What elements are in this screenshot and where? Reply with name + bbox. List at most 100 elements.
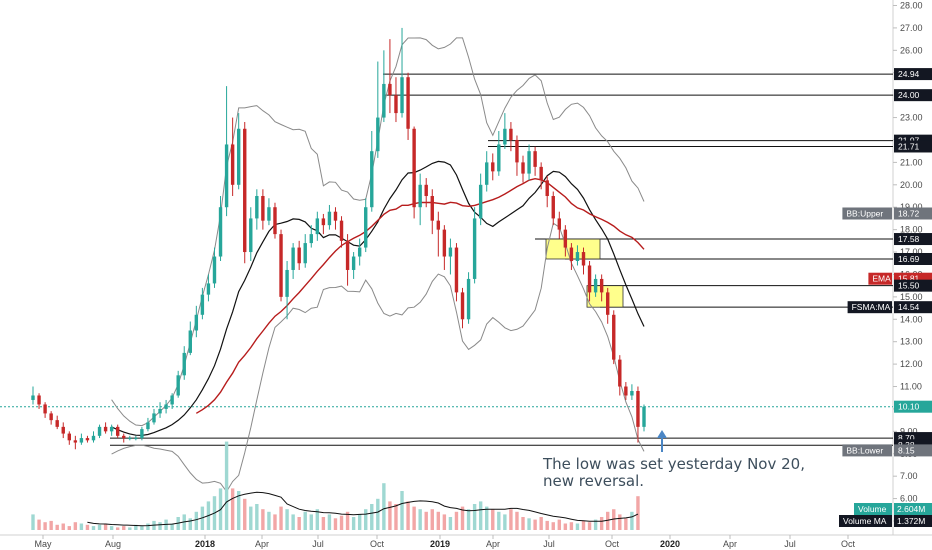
candle-body (618, 359, 622, 387)
y-tick-label: 23.00 (900, 113, 923, 123)
candle-body (67, 433, 71, 441)
candle-body (285, 269, 289, 297)
volume-bar (309, 514, 313, 530)
volume-bar (569, 522, 574, 530)
volume-tag-value: 1.372M (897, 516, 925, 526)
candle-body (509, 128, 513, 140)
x-tick-label: Jul (784, 539, 796, 549)
highlight-box (586, 285, 624, 308)
candle-body (182, 352, 186, 376)
x-tick-label: Jul (543, 539, 555, 549)
volume-bar (509, 509, 513, 530)
candle-body (115, 426, 120, 436)
volume-bar (557, 519, 562, 530)
price-tag-label-box (842, 207, 892, 220)
volume-bar (279, 506, 283, 530)
candle-body (61, 426, 65, 434)
volume-bar (364, 509, 368, 530)
bollinger-lower-line (111, 222, 645, 493)
price-tag-value: 8.15 (898, 445, 915, 455)
x-tick-label: May (34, 539, 52, 549)
y-tick-label: 26.00 (900, 45, 923, 55)
price-tag-value: 17.58 (898, 234, 920, 244)
price-tag-value: 16.69 (898, 254, 920, 264)
y-tick-label: 6.00 (900, 494, 918, 504)
volume-bar (103, 523, 108, 530)
volume-bar (321, 517, 326, 530)
volume-bar (593, 519, 598, 530)
y-tick-label: 17.00 (900, 247, 923, 257)
x-tick-label: 2018 (195, 539, 215, 549)
candle-body (122, 435, 126, 439)
candle-body (424, 184, 428, 197)
volume-bar (424, 511, 428, 530)
volume-bar (255, 504, 259, 530)
candle-body (49, 413, 53, 421)
candle-body (315, 218, 320, 235)
candle-body (630, 391, 634, 396)
candle-body (79, 438, 84, 443)
candle-body (539, 166, 543, 181)
candle-body (158, 408, 162, 414)
volume-bar (485, 506, 489, 530)
candle-body (134, 438, 138, 440)
price-tag-value: 8.70 (898, 433, 915, 443)
candle-body (43, 404, 47, 414)
y-tick-label: 12.00 (900, 359, 923, 369)
price-tag-value: 15.81 (898, 274, 920, 284)
candle-body (406, 77, 410, 129)
price-tag (894, 68, 932, 81)
volume-bar (624, 518, 628, 530)
candle-body (218, 207, 223, 257)
candle-body (599, 278, 604, 293)
candle-body (103, 426, 108, 432)
volume-bar (194, 511, 199, 530)
volume-bar (224, 441, 229, 530)
price-tag-label-box (842, 444, 892, 457)
candle-body (351, 256, 356, 270)
candle-body (388, 83, 392, 96)
volume-bar (400, 491, 404, 530)
volume-bar (79, 523, 84, 530)
volume-bar (521, 517, 525, 530)
candle-body (642, 406, 646, 427)
candle-body (551, 196, 555, 219)
candle-body (394, 95, 398, 114)
volume-bar (394, 504, 398, 530)
volume-bar (406, 501, 410, 530)
y-tick-label: 20.00 (900, 180, 923, 190)
price-tag (894, 444, 932, 457)
candle-body (146, 422, 150, 430)
candle-body (200, 294, 205, 315)
volume-bar (140, 526, 144, 530)
volume-bar (97, 524, 102, 530)
volume-tag (894, 515, 932, 527)
volume-bar (351, 517, 356, 530)
volume-ma-line (87, 491, 639, 527)
volume-bar (376, 498, 380, 530)
candle-body (339, 220, 344, 241)
candle-body (279, 234, 283, 297)
candle-body (472, 218, 477, 279)
y-tick-label: 27.00 (900, 23, 923, 33)
candle-body (212, 256, 217, 284)
volume-bar (606, 511, 610, 530)
candle-body (91, 435, 96, 441)
volume-bar (188, 518, 192, 530)
candle-body (521, 162, 525, 174)
candle-body (485, 162, 489, 185)
volume-bar (243, 498, 247, 530)
price-tag (894, 252, 932, 265)
candle-body (164, 404, 168, 409)
volume-tag-label-box (839, 515, 892, 527)
volume-bar (382, 483, 386, 530)
candle-body (527, 151, 531, 174)
candle-body (545, 180, 549, 197)
candle-body (249, 218, 253, 253)
x-tick-label: Oct (605, 539, 620, 549)
x-tick-label: 2019 (430, 539, 450, 549)
volume-bar (73, 522, 78, 530)
candle-body (624, 386, 628, 396)
candle-body (357, 247, 362, 257)
